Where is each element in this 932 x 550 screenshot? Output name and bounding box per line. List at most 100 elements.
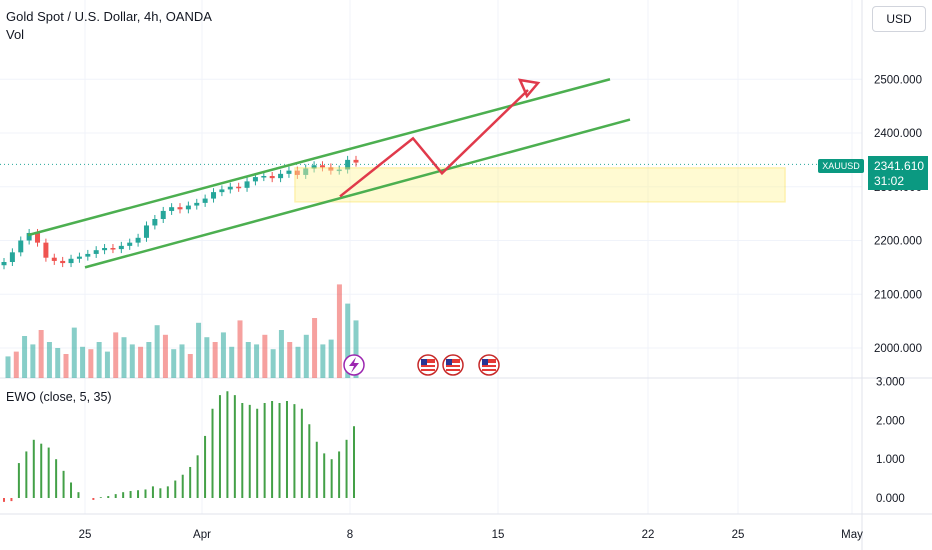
candle-body xyxy=(227,186,233,190)
currency-button[interactable]: USD xyxy=(872,6,926,32)
candle-body xyxy=(236,186,242,189)
drawings[interactable] xyxy=(27,78,786,269)
volume-bar xyxy=(179,344,185,378)
candle-body xyxy=(127,242,133,246)
volume-bar xyxy=(154,325,160,378)
price-tick-label: 2200.000 xyxy=(874,236,922,248)
channel-lower-line xyxy=(84,118,631,269)
volume-bar xyxy=(312,318,318,378)
volume-bar xyxy=(30,344,36,378)
price-tick-label: 2100.000 xyxy=(874,289,922,301)
candle-body xyxy=(252,177,258,182)
volume-bar xyxy=(287,342,293,378)
volume-bar xyxy=(220,332,226,378)
candle-body xyxy=(143,225,149,238)
projection-arrow-path xyxy=(339,89,529,198)
candle-body xyxy=(35,232,41,243)
price-axis[interactable]: 2000.0002100.0002200.0002300.0002400.000… xyxy=(874,74,922,355)
candle-body xyxy=(169,207,175,211)
candle-body xyxy=(286,170,292,174)
symbol-tag: XAUUSD xyxy=(818,159,864,173)
volume-bar xyxy=(196,322,202,378)
support-zone xyxy=(294,167,786,203)
volume-bar xyxy=(129,344,135,378)
volume-bar xyxy=(353,320,359,378)
candle-body xyxy=(152,219,158,226)
projection-arrow-head xyxy=(517,78,541,99)
candle-body xyxy=(219,189,225,193)
current-price: 2341.610 xyxy=(874,159,925,173)
candle-body xyxy=(135,237,141,243)
candle-body xyxy=(102,248,108,251)
ewo-bars xyxy=(3,391,355,502)
price-tick-label: 2400.000 xyxy=(874,128,922,140)
us-flag-icon[interactable] xyxy=(478,354,500,376)
ewo-tick-label: 0.000 xyxy=(876,493,905,505)
volume-bar xyxy=(121,337,127,378)
time-axis[interactable]: 25 Apr 8 15 22 25 May xyxy=(79,529,864,541)
candle-body xyxy=(160,210,166,219)
candle-body xyxy=(93,250,99,254)
volume-bar xyxy=(113,332,119,378)
volume-bar xyxy=(22,336,28,378)
volume-bar xyxy=(237,320,243,378)
candle-body xyxy=(118,245,124,250)
candle-body xyxy=(60,260,66,264)
volume-bar xyxy=(270,349,276,378)
price-tick-label: 2000.000 xyxy=(874,343,922,355)
ewo-label: EWO (close, 5, 35) xyxy=(6,390,112,404)
us-flag-icon[interactable] xyxy=(442,354,464,376)
volume-bar xyxy=(171,349,177,378)
volume-label: Vol xyxy=(6,27,25,42)
time-tick-label: May xyxy=(841,529,863,541)
volume-bar xyxy=(278,330,284,378)
candle-body xyxy=(319,165,325,168)
candle-body xyxy=(1,262,7,266)
ewo-tick-label: 2.000 xyxy=(876,415,905,427)
volume-bar xyxy=(187,354,193,378)
lightning-icon[interactable] xyxy=(343,354,365,376)
volume-bar xyxy=(254,344,260,378)
candle-body xyxy=(110,248,116,250)
candle-body xyxy=(177,207,183,210)
candle-body xyxy=(211,192,217,199)
volume-bar xyxy=(88,349,94,378)
candle-body xyxy=(76,256,82,259)
candle-body xyxy=(311,165,317,169)
candle-body xyxy=(85,253,91,257)
candle-body xyxy=(244,181,250,188)
event-icons[interactable] xyxy=(343,354,500,376)
candle-body xyxy=(68,258,74,264)
candle-body xyxy=(345,159,351,170)
ewo-axis[interactable]: 0.000 1.000 2.000 3.000 xyxy=(876,377,905,505)
candles xyxy=(1,155,359,270)
volume-bar xyxy=(328,339,334,378)
volume-bar xyxy=(245,342,251,378)
price-tag: 2341.610 31:02 xyxy=(868,156,928,190)
candle-body xyxy=(353,159,359,163)
volume-bar xyxy=(13,351,19,378)
candle-body xyxy=(9,252,15,262)
volume-bar xyxy=(38,330,44,378)
channel-upper-line xyxy=(27,78,611,237)
candle-body xyxy=(269,176,275,179)
time-tick-label: 22 xyxy=(642,529,655,541)
candle-body xyxy=(278,173,284,179)
volume-bar xyxy=(345,303,351,378)
candle-body xyxy=(336,169,342,172)
volume-bar xyxy=(138,346,144,378)
time-tick-label: Apr xyxy=(193,529,211,541)
candle-body xyxy=(43,242,49,258)
candle-body xyxy=(294,170,300,175)
candle-body xyxy=(328,167,334,171)
candle-body xyxy=(18,240,24,253)
volume-bar xyxy=(146,342,152,378)
time-tick-label: 8 xyxy=(347,529,353,541)
volume-bar xyxy=(295,346,301,378)
time-tick-label: 25 xyxy=(732,529,745,541)
us-flag-icon[interactable] xyxy=(417,354,439,376)
volume-bar xyxy=(96,342,102,378)
candle-body xyxy=(303,168,309,175)
